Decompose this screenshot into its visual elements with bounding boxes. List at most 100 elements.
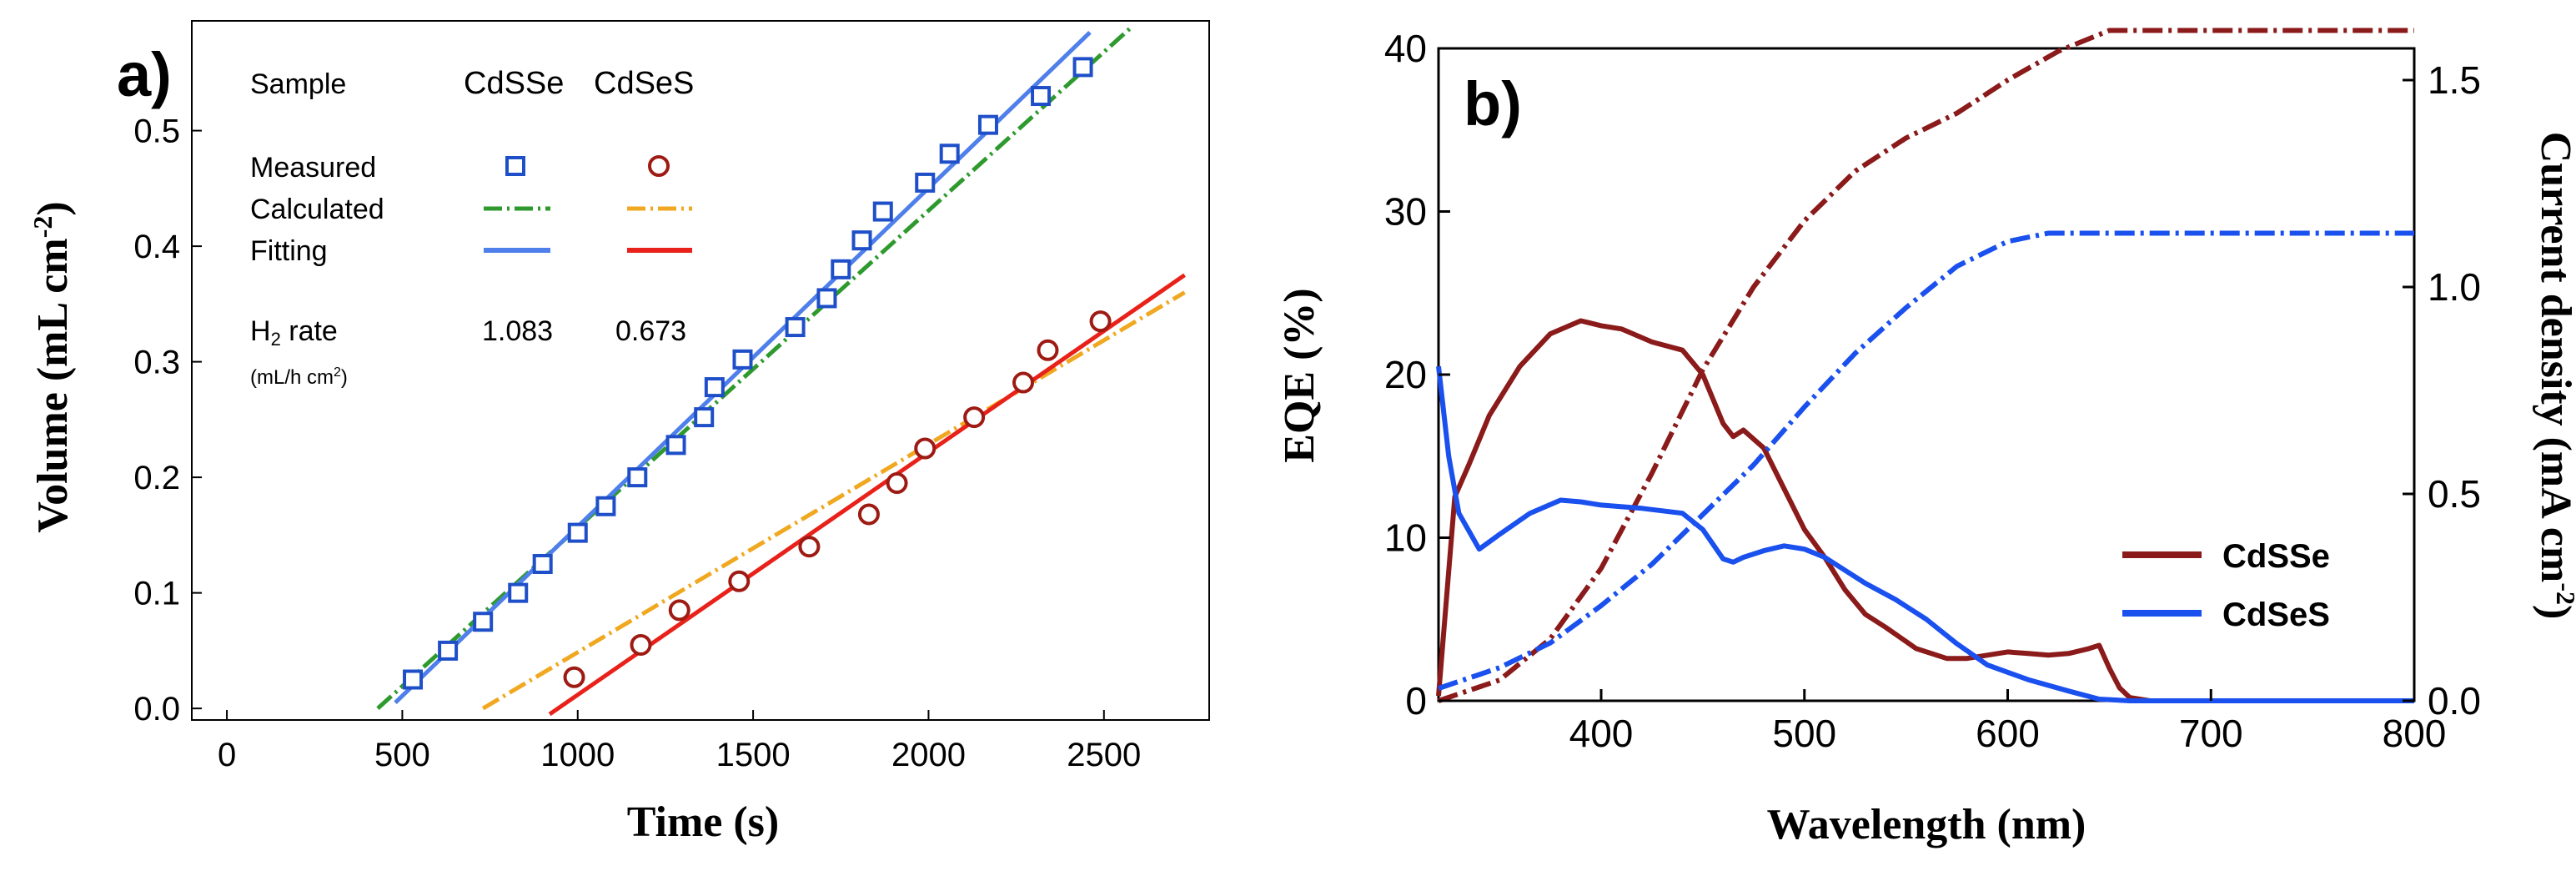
data-point-cdses [563, 666, 585, 688]
data-point-cdsse [403, 669, 424, 690]
data-point-cdsse [816, 288, 837, 309]
x-tick-label-b: 600 [1976, 712, 2040, 755]
current-density-line-cdsse [1438, 28, 2414, 703]
data-point-cdsse [1072, 57, 1093, 78]
data-point-cdsse [438, 640, 459, 661]
x-axis-ticks-a: 0 500 1000 1500 2000 2500 [218, 710, 1141, 773]
y-tick-label-b: 10 [1384, 516, 1427, 560]
y-tick-label-a: 0.3 [133, 345, 180, 381]
legend-rate-unit: (mL/h cm2) [250, 365, 348, 389]
legend-rate-label: H2 rate [250, 315, 338, 350]
panel-b: 400 500 600 700 800 0 10 20 30 40 0.0 0.5 1.0 1.5 b… [1276, 27, 2576, 848]
data-point-cdsse [532, 554, 553, 575]
data-point-cdses [914, 437, 936, 460]
x-tick-label-b: 500 [1772, 712, 1836, 755]
x-tick-label-b: 700 [2179, 712, 2243, 755]
legend-table-a: Sample CdSSe CdSeS Measured Calculated F… [250, 66, 694, 389]
calculated-line-cdsse [376, 25, 1134, 711]
rate-value-cdses: 0.673 [615, 315, 686, 347]
y2-axis-ticks-b: 0.0 0.5 1.0 1.5 [2403, 58, 2481, 722]
y2-tick-label-b: 1.0 [2428, 265, 2481, 309]
data-point-cdses [1089, 310, 1112, 333]
x-tick-label-a: 2000 [891, 737, 966, 773]
data-point-cdses [798, 536, 821, 558]
y-tick-label-b: 30 [1384, 190, 1427, 234]
x-tick-label-a: 0 [218, 737, 236, 773]
data-point-cdsse [732, 349, 753, 370]
legend-row-measured: Measured [250, 152, 376, 184]
data-point-cdsse [977, 114, 998, 135]
legend-col-cdses: CdSeS [594, 66, 694, 101]
data-point-cdsse [1031, 86, 1052, 107]
y-axis-label-a: Volume (mL cm-2) [28, 201, 77, 532]
current-density-line-cdses [1438, 230, 2414, 691]
data-point-cdsse [508, 582, 529, 603]
y2-axis-label-b: Current density (mA cm-2) [2532, 132, 2576, 620]
eqe-line-cdsse [1436, 318, 2414, 703]
data-point-cdses [886, 472, 908, 495]
y-axis-ticks-b: 0 10 20 30 40 [1384, 27, 1450, 722]
x-axis-ticks-b: 400 500 600 700 800 [1569, 689, 2447, 755]
data-point-cdses [668, 599, 690, 622]
y-tick-label-a: 0.5 [133, 113, 180, 150]
legend-label-cdsse-b: CdSSe [2222, 538, 2330, 575]
data-point-cdsse [694, 407, 715, 428]
y2-tick-label-b: 1.5 [2428, 58, 2481, 102]
y-tick-label-b: 40 [1384, 27, 1427, 70]
data-point-cdsse [785, 317, 806, 338]
x-axis-label-b: Wavelength (nm) [1767, 801, 2086, 848]
y-tick-label-b: 0 [1405, 679, 1427, 722]
x-tick-label-a: 2500 [1067, 737, 1141, 773]
panel-label-a: a) [117, 40, 172, 109]
panel-label-b: b) [1464, 69, 1522, 138]
legend-sample-label: Sample [250, 68, 346, 100]
y-axis-ticks-a: 0.0 0.1 0.2 0.3 0.4 0.5 [133, 113, 202, 728]
y2-tick-label-b: 0.0 [2428, 679, 2481, 722]
data-point-cdsse [939, 143, 960, 164]
y-tick-label-a: 0.0 [133, 691, 180, 728]
data-point-cdses [857, 503, 880, 526]
x-tick-label-a: 1000 [540, 737, 615, 773]
data-point-cdsse [831, 259, 851, 279]
rate-value-cdsse: 1.083 [482, 315, 553, 347]
fitting-line-cdses [548, 273, 1186, 717]
data-point-cdses [1037, 339, 1059, 361]
data-point-cdsse [627, 467, 648, 488]
data-point-cdses [1012, 371, 1035, 394]
x-tick-label-b: 400 [1569, 712, 1634, 755]
data-point-cdsse [595, 496, 616, 516]
x-tick-label-b: 800 [2383, 712, 2447, 755]
data-point-cdsse [872, 201, 893, 222]
data-point-cdsse [915, 172, 936, 193]
panel-a: 0 500 1000 1500 2000 2500 0.00.10.20.30.40.5 … [28, 20, 1210, 846]
y-axis-label-b: EQE (%) [1276, 288, 1323, 462]
legend-marker-circle [648, 155, 670, 177]
calculated-line-cdses [481, 290, 1186, 711]
data-point-cdsse [665, 435, 686, 456]
legend-col-cdsse: CdSSe [464, 66, 564, 101]
y-tick-label-b: 20 [1384, 353, 1427, 396]
x-axis-label-a: Time (s) [627, 798, 779, 846]
series-points-a [403, 57, 1112, 690]
x-tick-label-a: 500 [374, 737, 430, 773]
series-lines-b [1436, 28, 2414, 703]
y2-tick-label-b: 0.5 [2428, 472, 2481, 516]
series-lines-a [376, 25, 1186, 717]
data-point-cdsse [567, 522, 588, 543]
eqe-line-cdses [1436, 365, 2414, 703]
data-point-cdsse [704, 377, 725, 398]
data-point-cdses [963, 406, 986, 429]
data-point-cdses [630, 633, 652, 656]
y-tick-label-a: 0.1 [133, 576, 180, 612]
y-tick-label-a: 0.2 [133, 460, 180, 496]
legend-row-calculated: Calculated [250, 194, 384, 225]
x-tick-label-a: 1500 [716, 737, 791, 773]
legend-row-fitting: Fitting [250, 235, 328, 267]
legend-b: CdSSe CdSeS [2122, 538, 2330, 633]
plot-frame-a [191, 20, 1210, 721]
data-point-cdses [728, 570, 751, 592]
y-tick-label-a: 0.4 [133, 229, 180, 265]
data-point-cdsse [851, 230, 872, 251]
legend-marker-square [505, 156, 525, 176]
